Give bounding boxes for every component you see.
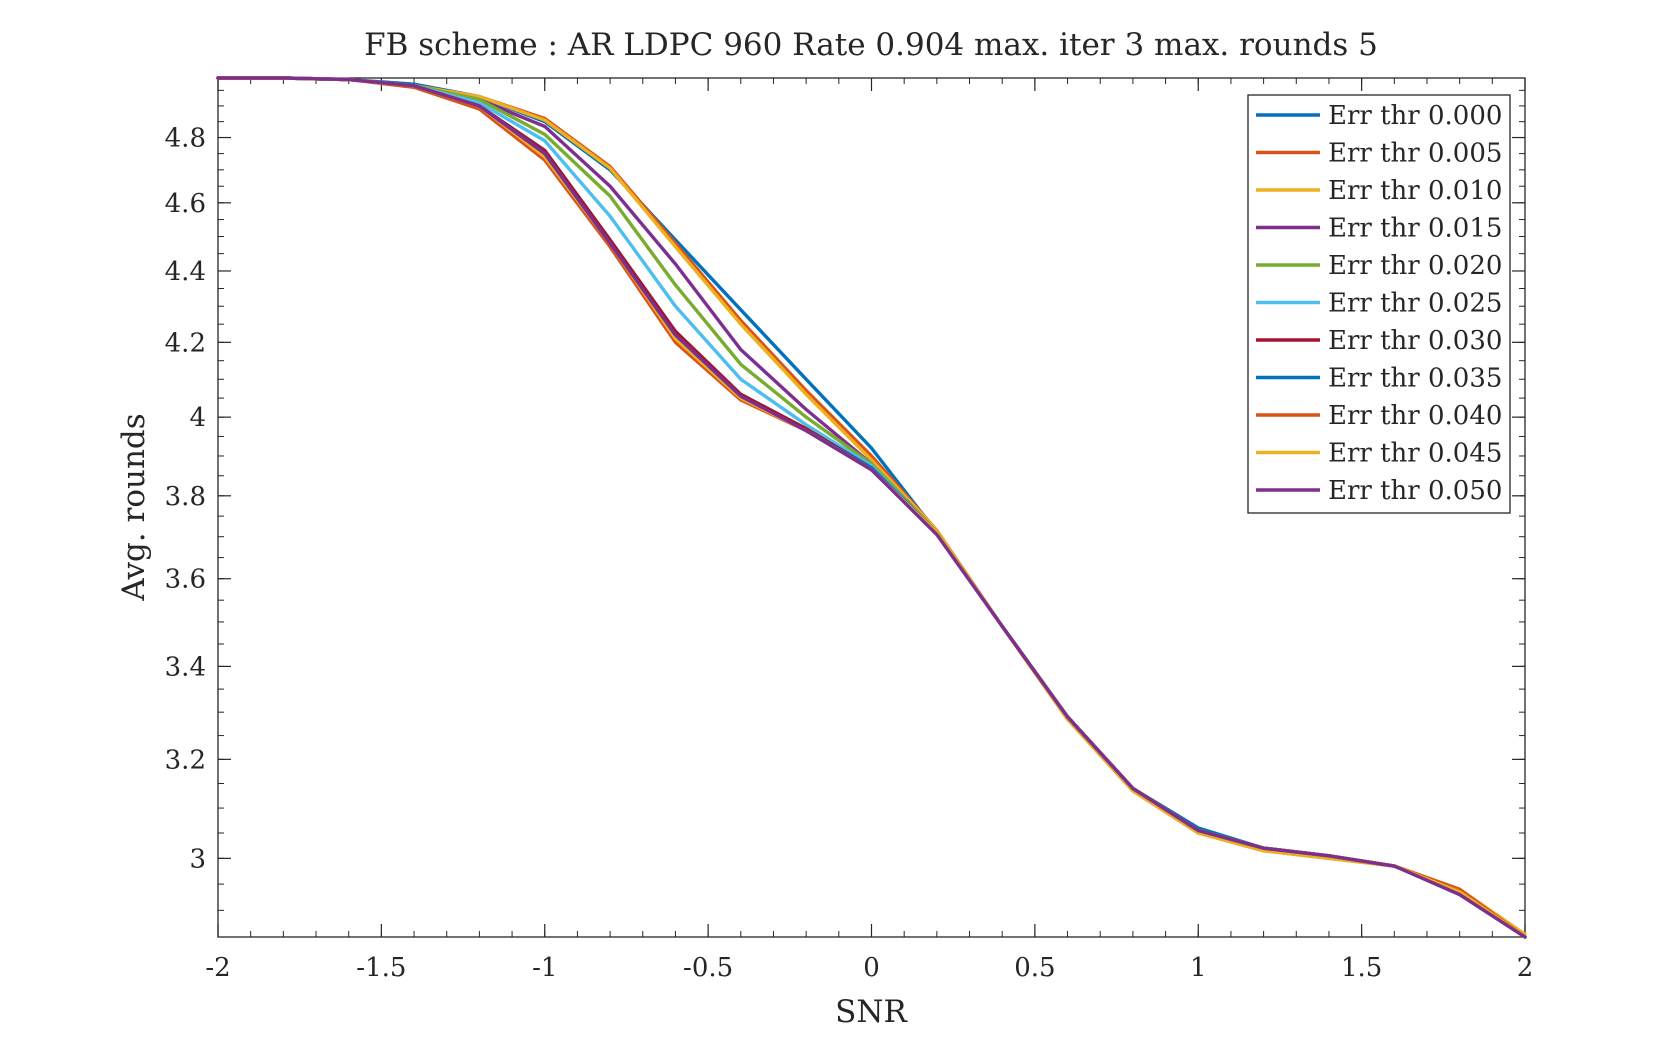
x-tick-label: -1 [532,953,557,983]
x-tick-label: -0.5 [683,953,733,983]
series-line-11 [216,76,1527,939]
x-tick-label: -1.5 [356,953,406,983]
legend-label: Err thr 0.030 [1328,326,1502,356]
x-axis-label: SNR [835,994,908,1030]
y-axis-label: Avg. rounds [116,413,152,601]
y-tick-label: 3.8 [165,482,206,512]
legend-label: Err thr 0.050 [1328,476,1502,506]
x-tick-label: 2 [1517,953,1534,983]
y-tick-label: 3.2 [165,745,206,775]
y-tick-label: 4.8 [165,124,206,154]
legend-label: Err thr 0.020 [1328,251,1502,281]
y-tick-label: 3.6 [165,565,206,595]
ticks [217,78,1526,937]
legend-label: Err thr 0.005 [1328,139,1502,169]
legend-label: Err thr 0.000 [1328,101,1502,131]
y-tick-label: 3 [189,844,206,874]
x-tick-label: 0.5 [1014,953,1055,983]
y-tick-label: 4.6 [165,189,206,219]
x-tick-label: 1.5 [1341,953,1382,983]
y-tick-label: 4.2 [165,328,206,358]
series-lines [216,76,1527,939]
x-tick-label: 1 [1190,953,1207,983]
y-tick-label: 3.4 [165,652,206,682]
legend: Err thr 0.000 Err thr 0.005 Err thr 0.010 E… [1247,94,1511,514]
legend-label: Err thr 0.015 [1328,214,1502,244]
legend-label: Err thr 0.045 [1328,439,1502,469]
legend-label: Err thr 0.040 [1328,401,1502,431]
legend-label: Err thr 0.025 [1328,289,1502,319]
tick-labels: -2 -1.5 -1 -0.5 0 0.5 1 1.5 2 3 3.2 3.4 3.6 3.8 4 4.2 4.… [165,124,1534,983]
y-tick-label: 4 [189,403,206,433]
x-tick-label: 0 [863,953,880,983]
legend-label: Err thr 0.035 [1328,364,1502,394]
y-tick-label: 4.4 [165,257,206,287]
legend-label: Err thr 0.010 [1328,176,1502,206]
x-tick-label: -2 [205,953,230,983]
chart-title: FB scheme : AR LDPC 960 Rate 0.904 max. … [364,27,1378,63]
